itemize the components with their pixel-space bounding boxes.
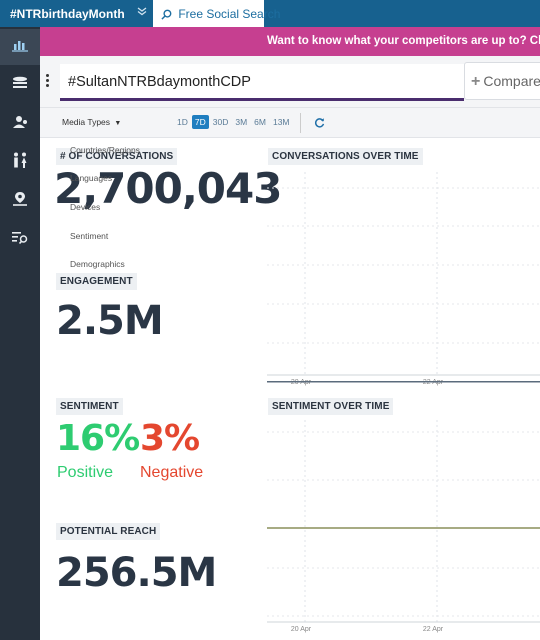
sidebar-item-locations[interactable]: [0, 183, 40, 219]
engagement-value: 2.5M: [56, 298, 164, 344]
media-types-label: Media Types: [62, 117, 111, 127]
menu-demographics[interactable]: Demographics: [70, 259, 125, 269]
range-6m[interactable]: 6M: [254, 117, 266, 127]
reach-value: 256.5M: [56, 550, 217, 596]
media-types-dropdown[interactable]: Media Types ▼: [62, 117, 121, 127]
tab-free-social-search[interactable]: Free Social Search: [153, 0, 280, 27]
compare-label: Compare: [483, 73, 540, 89]
reach-title: POTENTIAL REACH: [56, 523, 161, 540]
tab-label: Free Social Search: [178, 7, 281, 21]
query-input[interactable]: #SultanNTRBdaymonthCDP: [60, 64, 464, 101]
filter-row: Media Types ▼ 1D 7D 30D 3M 6M 13M: [40, 108, 540, 138]
range-1d[interactable]: 1D: [177, 117, 188, 127]
promo-banner[interactable]: Want to know what your competitors are u…: [40, 27, 540, 56]
top-tab-bar: #NTRbirthdayMonth Free Social Search: [0, 0, 540, 27]
sidebar-item-audience[interactable]: [0, 106, 40, 142]
banner-text: Want to know what your competitors are u…: [267, 35, 540, 47]
divider: [300, 113, 301, 133]
sidebar-item-hashtags[interactable]: [0, 67, 40, 103]
sidebar-item-demographics[interactable]: [0, 144, 40, 180]
negative-percent: 3%: [140, 418, 200, 459]
sentiment-chart-title: SENTIMENT OVER TIME: [268, 398, 394, 415]
chart0-xtick-label: 20 Apr: [291, 379, 312, 386]
engagement-title: ENGAGEMENT: [56, 273, 137, 290]
kebab-menu-icon[interactable]: [46, 74, 50, 89]
gender-icon: [11, 152, 29, 173]
positive-label: Positive: [57, 464, 114, 481]
sentiment-title: SENTIMENT: [56, 398, 123, 415]
chart1-xtick-label: 22 Apr: [423, 626, 444, 633]
conversations-value: 2,700,043: [54, 164, 282, 213]
refresh-icon[interactable]: [314, 115, 325, 133]
negative-label: Negative: [140, 464, 204, 481]
positive-percent: 16%: [56, 418, 140, 459]
chart0-xtick-label: 22 Apr: [423, 379, 444, 386]
range-13m[interactable]: 13M: [272, 117, 290, 127]
sidebar-item-overview[interactable]: [0, 29, 40, 65]
tab-label: #NTRbirthdayMonth: [10, 7, 125, 21]
query-text: #SultanNTRBdaymonthCDP: [68, 74, 251, 90]
range-3m[interactable]: 3M: [235, 117, 248, 127]
chart1-xtick-label: 20 Apr: [291, 626, 312, 633]
hashtag-stack-icon: [11, 76, 29, 95]
list-search-icon: [11, 231, 29, 250]
sidebar-item-content-search[interactable]: [0, 222, 40, 258]
compare-button[interactable]: + Compare: [464, 62, 540, 100]
menu-countries[interactable]: Countries/Regions: [70, 145, 140, 155]
caret-down-icon: ▼: [114, 120, 122, 127]
plus-icon: +: [471, 73, 481, 90]
menu-devices[interactable]: Devices: [70, 202, 101, 212]
menu-sentiment[interactable]: Sentiment: [70, 231, 109, 241]
search-row: #SultanNTRBdaymonthCDP + Compare: [40, 56, 540, 108]
conversations-title: # OF CONVERSATIONS: [56, 148, 178, 165]
main-content: #SultanNTRBdaymonthCDP + Compare Media Ty…: [40, 56, 540, 640]
user-group-icon: [11, 115, 29, 134]
date-range-selector: 1D 7D 30D 3M 6M 13M: [174, 115, 294, 129]
range-30d[interactable]: 30D: [212, 117, 229, 127]
left-sidebar: [0, 27, 40, 640]
double-chevron-down-icon[interactable]: [137, 6, 147, 19]
menu-languages[interactable]: Languages: [70, 173, 113, 183]
map-pin-icon: [12, 191, 28, 212]
conversations-chart-title: CONVERSATIONS OVER TIME: [268, 148, 423, 165]
search-icon: [161, 7, 175, 21]
range-7d[interactable]: 7D: [191, 115, 209, 129]
bar-chart-icon: [12, 38, 28, 57]
tab-ntr-birthday-month[interactable]: #NTRbirthdayMonth: [0, 0, 152, 27]
